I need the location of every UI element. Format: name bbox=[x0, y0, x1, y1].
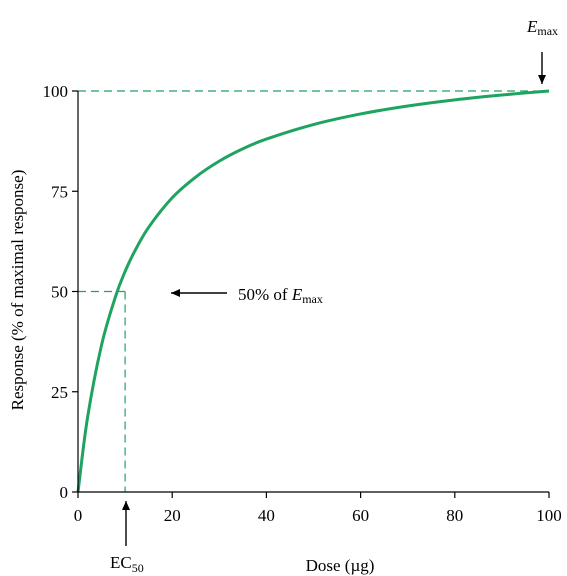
x-axis-ticks: 0 20 40 60 80 100 bbox=[74, 492, 562, 525]
ec50-label: EC50 bbox=[110, 553, 144, 575]
ec50-label-sub: 50 bbox=[132, 561, 144, 575]
x-tick-label-0: 0 bbox=[74, 506, 83, 525]
x-tick-label-1: 20 bbox=[164, 506, 181, 525]
y-tick-label-3: 75 bbox=[51, 182, 68, 201]
ec50-arrow-head bbox=[122, 501, 130, 510]
y-axis-label: Response (% of maximal response) bbox=[8, 170, 27, 411]
ec50-label-text: EC bbox=[110, 553, 132, 572]
half-emax-label: 50% of Emax bbox=[238, 285, 323, 306]
half-emax-label-sub: max bbox=[302, 292, 323, 306]
y-tick-label-4: 100 bbox=[43, 82, 69, 101]
half-emax-arrow bbox=[171, 289, 227, 297]
emax-label-italic: E bbox=[526, 17, 538, 36]
half-emax-label-text: 50% of bbox=[238, 285, 292, 304]
x-axis-label: Dose (µg) bbox=[306, 556, 375, 575]
emax-arrow-head bbox=[538, 75, 546, 84]
dose-response-curve bbox=[76, 89, 550, 493]
x-tick-label-5: 100 bbox=[536, 506, 562, 525]
y-tick-label-0: 0 bbox=[60, 483, 69, 502]
y-axis-ticks: 0 25 50 75 100 bbox=[43, 82, 78, 502]
emax-label: Emax bbox=[526, 17, 558, 38]
half-emax-arrow-head bbox=[171, 289, 180, 297]
emax-arrow bbox=[538, 52, 546, 84]
emax-label-sub: max bbox=[537, 24, 558, 38]
x-tick-label-4: 80 bbox=[446, 506, 463, 525]
x-tick-label-2: 40 bbox=[258, 506, 275, 525]
y-tick-label-1: 25 bbox=[51, 383, 68, 402]
x-tick-label-3: 60 bbox=[352, 506, 369, 525]
ec50-arrow bbox=[122, 501, 130, 546]
y-tick-label-2: 50 bbox=[51, 283, 68, 302]
half-emax-label-italic: E bbox=[291, 285, 303, 304]
